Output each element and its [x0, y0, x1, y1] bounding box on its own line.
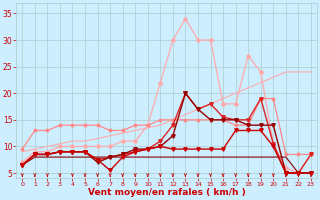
X-axis label: Vent moyen/en rafales ( km/h ): Vent moyen/en rafales ( km/h ) [88, 188, 245, 197]
